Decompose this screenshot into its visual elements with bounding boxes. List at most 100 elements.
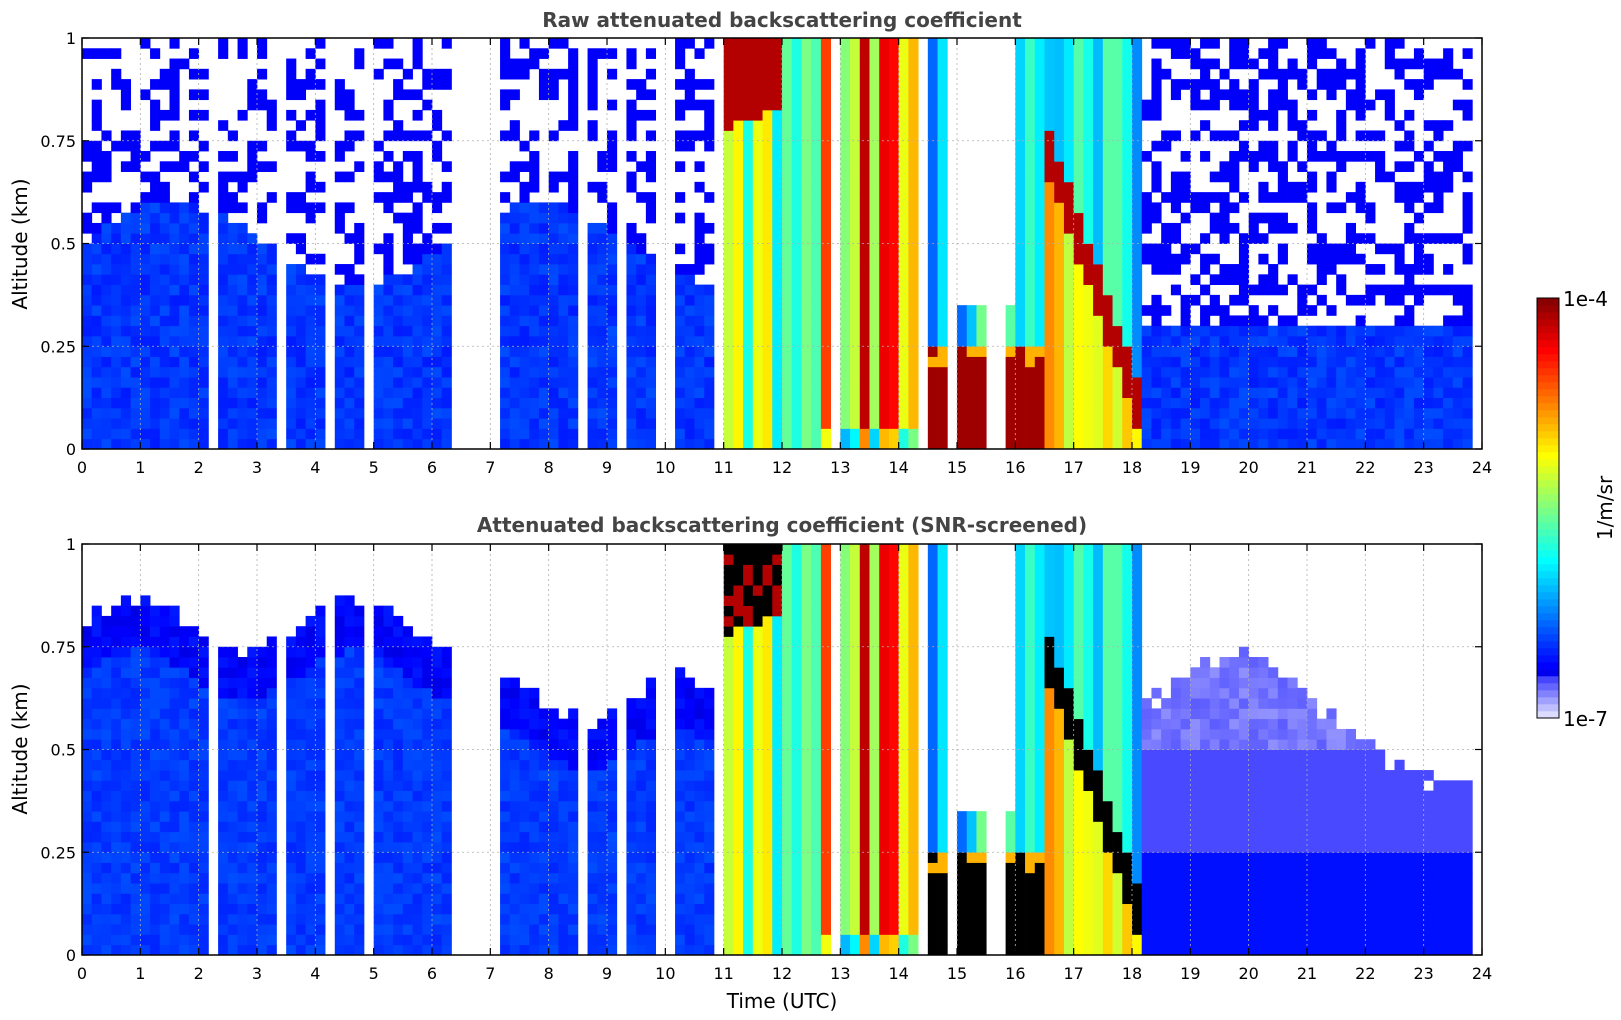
heatmap-cell xyxy=(1326,171,1337,183)
heatmap-cell xyxy=(509,264,520,275)
heatmap-cell xyxy=(1015,79,1026,90)
heatmap-cell xyxy=(762,140,773,152)
heatmap-cell xyxy=(383,233,394,244)
heatmap-cell xyxy=(1093,192,1104,203)
heatmap-cell xyxy=(1102,89,1113,101)
heatmap-cell xyxy=(1044,387,1055,399)
heatmap-cell xyxy=(1132,284,1143,296)
heatmap-cell xyxy=(315,151,326,162)
heatmap-cell xyxy=(305,636,316,648)
heatmap-cell xyxy=(91,893,102,905)
heatmap-cell xyxy=(111,264,122,275)
heatmap-cell xyxy=(684,387,695,399)
heatmap-cell xyxy=(1326,243,1337,255)
heatmap-cell xyxy=(344,903,355,915)
heatmap-cell xyxy=(295,749,307,761)
heatmap-cell xyxy=(1161,418,1172,429)
heatmap-cell xyxy=(568,212,579,224)
heatmap-cell xyxy=(704,325,715,337)
heatmap-cell xyxy=(1083,58,1094,70)
heatmap-cell xyxy=(1248,428,1259,440)
heatmap-cell xyxy=(859,294,870,306)
heatmap-cell xyxy=(247,89,258,101)
heatmap-cell xyxy=(898,38,909,49)
heatmap-cell xyxy=(286,418,297,429)
heatmap-cell xyxy=(1229,151,1240,162)
heatmap-cell xyxy=(820,325,832,337)
heatmap-cell xyxy=(1073,377,1084,388)
heatmap-cell xyxy=(1112,171,1123,183)
heatmap-cell xyxy=(412,841,423,853)
heatmap-cell xyxy=(101,831,112,843)
heatmap-cell xyxy=(568,120,579,131)
heatmap-cell xyxy=(441,913,452,925)
heatmap-cell xyxy=(422,687,433,699)
heatmap-cell xyxy=(1375,264,1386,275)
heatmap-cell xyxy=(198,872,209,884)
heatmap-cell xyxy=(111,728,122,740)
heatmap-cell xyxy=(295,264,307,275)
heatmap-cell xyxy=(130,243,141,255)
heatmap-cell xyxy=(198,903,209,915)
heatmap-cell xyxy=(859,130,870,142)
heatmap-cell xyxy=(1268,407,1279,419)
heatmap-cell xyxy=(198,243,209,255)
heatmap-cell xyxy=(130,397,141,409)
heatmap-cell xyxy=(879,222,890,234)
heatmap-cell xyxy=(1326,325,1337,337)
heatmap-cell xyxy=(1394,366,1405,378)
heatmap-cell xyxy=(111,325,122,337)
heatmap-cell xyxy=(752,130,763,142)
heatmap-cell xyxy=(966,428,977,440)
heatmap-cell xyxy=(344,274,355,285)
heatmap-cell xyxy=(500,130,511,142)
heatmap-cell xyxy=(1151,294,1162,306)
heatmap-cell xyxy=(257,38,268,49)
heatmap-cell xyxy=(1015,171,1026,183)
heatmap-cell xyxy=(383,130,394,142)
heatmap-cell xyxy=(218,171,229,183)
heatmap-cell xyxy=(1083,253,1094,265)
heatmap-cell xyxy=(704,109,715,121)
heatmap-cell xyxy=(1219,366,1230,378)
heatmap-cell xyxy=(704,407,715,419)
heatmap-cell xyxy=(1423,346,1434,357)
heatmap-cell xyxy=(568,407,579,419)
heatmap-cell xyxy=(568,253,579,265)
heatmap-cell xyxy=(159,636,170,648)
heatmap-cell xyxy=(1287,335,1298,347)
y-tick-label: 0.25 xyxy=(40,337,76,356)
heatmap-cell xyxy=(675,366,686,378)
heatmap-cell xyxy=(908,161,919,172)
heatmap-cell xyxy=(1394,387,1405,399)
heatmap-cell xyxy=(1229,264,1240,275)
heatmap-cell xyxy=(393,120,404,131)
heatmap-cell xyxy=(150,759,161,771)
heatmap-cell xyxy=(295,192,307,203)
heatmap-cell xyxy=(762,418,773,429)
heatmap-cell xyxy=(1200,335,1211,347)
heatmap-cell xyxy=(1083,109,1094,121)
heatmap-cell xyxy=(820,58,832,70)
heatmap-cell xyxy=(266,728,277,740)
heatmap-cell xyxy=(1375,161,1386,172)
heatmap-cell xyxy=(1268,438,1279,450)
heatmap-cell xyxy=(257,274,268,285)
heatmap-cell xyxy=(101,130,112,142)
heatmap-cell xyxy=(558,325,569,337)
heatmap-cell xyxy=(538,233,550,244)
heatmap-cell xyxy=(237,872,248,884)
heatmap-cell xyxy=(354,821,365,833)
heatmap-cell xyxy=(1365,366,1376,378)
heatmap-cell xyxy=(1161,243,1172,255)
heatmap-cell xyxy=(548,212,559,224)
heatmap-cell xyxy=(1122,130,1133,142)
heatmap-cell xyxy=(762,48,773,59)
heatmap-cell xyxy=(840,161,851,172)
heatmap-cell xyxy=(587,120,598,131)
heatmap-cell xyxy=(111,749,122,761)
heatmap-cell xyxy=(1141,212,1152,224)
heatmap-cell xyxy=(1063,418,1075,429)
heatmap-cell xyxy=(1345,325,1357,337)
heatmap-cell xyxy=(1025,161,1036,172)
